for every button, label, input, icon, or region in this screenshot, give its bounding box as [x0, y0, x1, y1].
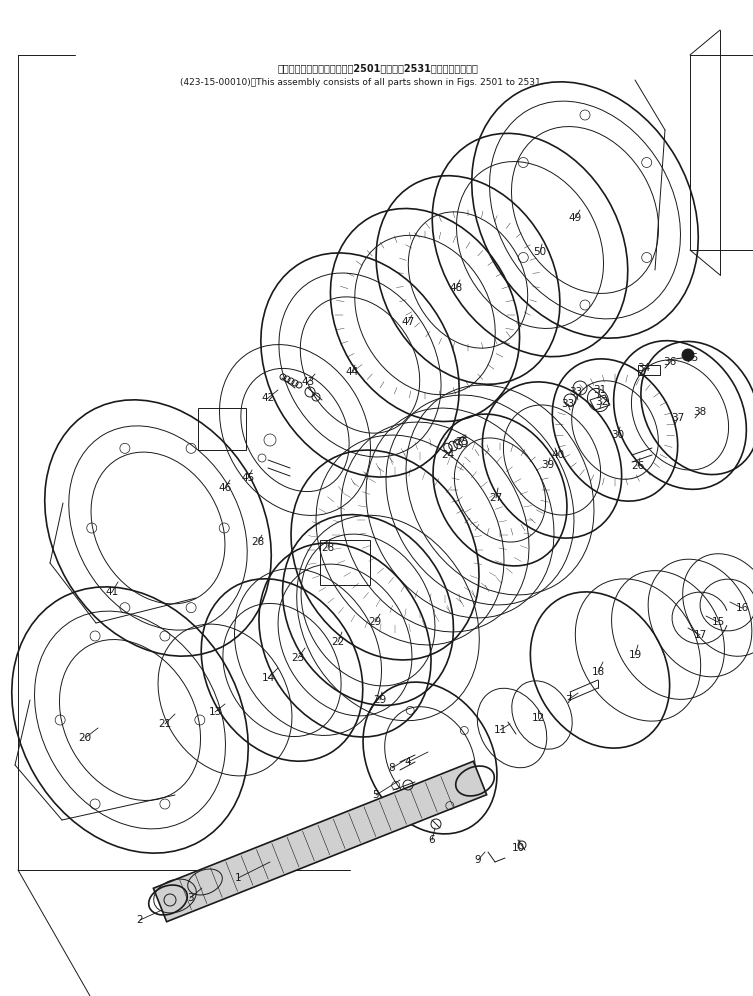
- Text: 23: 23: [291, 653, 305, 663]
- Text: 29: 29: [368, 617, 382, 627]
- Text: 38: 38: [694, 407, 706, 417]
- Text: 24: 24: [441, 450, 455, 460]
- Text: 10: 10: [511, 843, 525, 853]
- Text: 6: 6: [428, 835, 435, 845]
- Text: 18: 18: [591, 667, 605, 677]
- Polygon shape: [154, 761, 486, 921]
- Text: 15: 15: [712, 617, 724, 627]
- Text: 48: 48: [450, 283, 462, 293]
- Text: 22: 22: [331, 637, 345, 647]
- Text: 25: 25: [456, 437, 468, 447]
- Text: 45: 45: [242, 473, 255, 483]
- Text: 37: 37: [672, 413, 684, 423]
- Text: (423-15-00010)：This assembly consists of all parts shown in Figs. 2501 to 2531.: (423-15-00010)：This assembly consists of…: [180, 78, 544, 87]
- Text: 47: 47: [401, 317, 415, 327]
- Text: 12: 12: [532, 713, 544, 723]
- Text: 3: 3: [187, 893, 194, 903]
- Text: 32: 32: [596, 397, 608, 407]
- Text: 50: 50: [533, 247, 547, 257]
- Text: 7: 7: [565, 695, 572, 705]
- Text: 39: 39: [541, 460, 555, 470]
- Text: 13: 13: [209, 707, 221, 717]
- Text: 28: 28: [252, 537, 264, 547]
- Text: 43: 43: [301, 377, 315, 387]
- Text: 1: 1: [235, 873, 241, 883]
- Text: 9: 9: [474, 855, 481, 865]
- Bar: [638, 365, 660, 375]
- Text: 33: 33: [562, 399, 575, 409]
- Text: 31: 31: [593, 385, 607, 395]
- Text: 2: 2: [137, 915, 143, 925]
- Text: 41: 41: [105, 587, 119, 597]
- Text: 17: 17: [694, 630, 706, 640]
- Text: 27: 27: [489, 493, 502, 503]
- Text: 46: 46: [218, 483, 232, 493]
- Text: 49: 49: [569, 213, 581, 223]
- Text: 40: 40: [551, 450, 565, 460]
- Text: 35: 35: [685, 353, 699, 363]
- Circle shape: [682, 349, 694, 361]
- Text: 26: 26: [631, 461, 645, 471]
- Text: 21: 21: [158, 719, 172, 729]
- Bar: [198, 408, 246, 450]
- Text: このアセンブリの構成品はㅦ2501図からㅦ2531図まで含みます。: このアセンブリの構成品はㅦ2501図からㅦ2531図まで含みます。: [278, 63, 478, 73]
- Text: 34: 34: [637, 363, 651, 373]
- Bar: [320, 540, 370, 585]
- Text: 19: 19: [628, 650, 642, 660]
- Text: 29: 29: [373, 695, 386, 705]
- Text: 20: 20: [78, 733, 92, 743]
- Text: 28: 28: [322, 543, 334, 553]
- Text: 4: 4: [404, 757, 411, 767]
- Text: 33: 33: [569, 387, 583, 397]
- Text: 16: 16: [736, 603, 748, 613]
- Text: 14: 14: [261, 673, 275, 683]
- Text: 5: 5: [373, 790, 380, 800]
- Text: 44: 44: [346, 367, 358, 377]
- Text: 11: 11: [493, 725, 507, 735]
- Text: 42: 42: [261, 393, 275, 403]
- Text: 8: 8: [389, 763, 395, 773]
- Text: 30: 30: [611, 430, 624, 440]
- Text: 36: 36: [663, 357, 677, 367]
